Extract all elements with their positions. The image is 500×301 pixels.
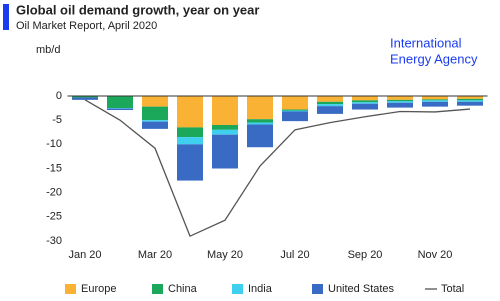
x-tick-label: Jul 20 [280, 249, 309, 261]
x-tick-label: Mar 20 [138, 249, 172, 261]
x-tick-label: Jan 20 [68, 249, 101, 261]
bar [177, 137, 203, 145]
bar [177, 127, 203, 138]
bar [212, 129, 238, 135]
legend-swatch [232, 284, 243, 294]
bar [212, 96, 238, 125]
bar [142, 96, 168, 107]
y-tick-label: -10 [46, 138, 62, 150]
y-axis-label: mb/d [36, 44, 60, 56]
legend-swatch [152, 284, 163, 294]
x-tick-label: Sep 20 [348, 249, 383, 261]
bar [282, 110, 308, 112]
bar [387, 96, 413, 100]
bar [247, 122, 273, 125]
bar [422, 99, 448, 101]
bar [72, 97, 98, 100]
brand: Energy Agency [390, 51, 478, 66]
y-tick-label: -30 [46, 235, 62, 247]
bar [352, 103, 378, 110]
bar [142, 106, 168, 121]
legend-swatch [312, 284, 323, 294]
bar [142, 121, 168, 129]
bar [247, 124, 273, 148]
bar [317, 104, 343, 107]
bar [457, 101, 483, 106]
total-line [84, 99, 471, 238]
legend-label: United States [328, 283, 395, 295]
bar [282, 109, 308, 111]
x-tick-label: May 20 [207, 249, 243, 261]
bar [142, 120, 168, 122]
bar [387, 101, 413, 103]
bar [177, 96, 203, 128]
y-tick-label: 0 [56, 90, 62, 102]
bar [422, 96, 448, 100]
bar [457, 96, 483, 99]
chart-title: Global oil demand growth, year on year [16, 2, 259, 17]
legend-label: China [168, 283, 198, 295]
bar [387, 102, 413, 108]
y-tick-label: -20 [46, 187, 62, 199]
bar [317, 101, 343, 105]
bar [387, 99, 413, 102]
bar [352, 100, 378, 103]
bar [457, 100, 483, 102]
bar [247, 119, 273, 123]
bar [422, 101, 448, 107]
bar [247, 96, 273, 120]
bar [317, 96, 343, 102]
legend-label: India [248, 283, 273, 295]
y-tick-label: -25 [46, 211, 62, 223]
bar [212, 125, 238, 130]
title-accent [3, 4, 9, 30]
bar [422, 100, 448, 102]
y-tick-label: -15 [46, 162, 62, 174]
bar [212, 134, 238, 169]
bar [72, 96, 98, 98]
bar [107, 96, 133, 109]
x-tick-label: Nov 20 [418, 249, 453, 261]
bar [317, 106, 343, 114]
y-tick-label: -5 [52, 114, 62, 126]
bar [352, 102, 378, 104]
legend-swatch [65, 284, 76, 294]
bar [352, 96, 378, 101]
legend-label: Total [441, 283, 464, 295]
bar [177, 144, 203, 181]
bar [282, 111, 308, 122]
bar [282, 96, 308, 110]
chart-subtitle: Oil Market Report, April 2020 [16, 20, 157, 32]
legend-label: Europe [81, 283, 116, 295]
bar [107, 108, 133, 111]
brand: International [390, 35, 462, 50]
bar [457, 98, 483, 101]
